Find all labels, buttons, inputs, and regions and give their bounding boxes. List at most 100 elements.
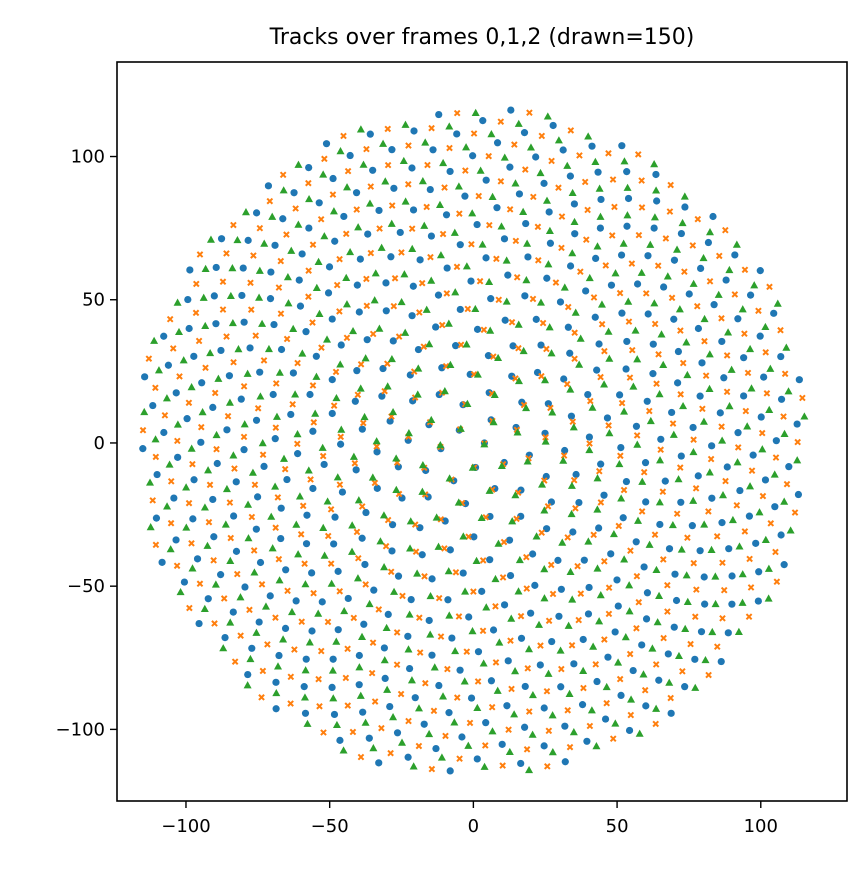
frame-0-point [267, 268, 275, 276]
frame-2-point [462, 262, 471, 270]
frame-1-point [689, 242, 697, 249]
frame-1-point [485, 152, 493, 160]
frame-1-point [305, 267, 312, 274]
frame-2-point [187, 383, 196, 391]
frame-0-point [384, 610, 392, 619]
frame-2-point [545, 323, 554, 331]
frame-1-point [219, 306, 227, 313]
frame-2-point [733, 458, 742, 466]
frame-2-point [323, 497, 332, 505]
frame-1-point [731, 291, 739, 298]
frame-1-point [202, 364, 209, 372]
frame-0-point [204, 595, 212, 603]
frame-2-point [679, 401, 688, 410]
frame-2-point [392, 485, 401, 493]
frame-2-point [665, 678, 674, 686]
frame-2-point [650, 299, 659, 307]
frame-1-point [489, 353, 497, 360]
frame-2-point [250, 568, 259, 576]
frame-1-point [635, 598, 643, 606]
frame-1-point [664, 581, 671, 589]
frame-0-point [465, 613, 473, 621]
frame-1-point [558, 665, 565, 673]
frame-2-point [508, 517, 517, 525]
frame-2-point [621, 633, 630, 641]
frame-2-point [255, 293, 264, 301]
frame-0-point [720, 374, 728, 382]
frame-1-point [605, 584, 613, 592]
frame-2-point [646, 416, 655, 425]
frame-2-point [535, 620, 544, 628]
frame-2-point [252, 628, 261, 636]
frame-2-point [439, 158, 448, 167]
frame-2-point [515, 555, 524, 564]
frame-0-point [670, 256, 679, 264]
frame-0-point [305, 224, 313, 232]
frame-0-point [185, 324, 193, 333]
frame-1-point [310, 589, 317, 597]
frame-1-point [772, 454, 780, 461]
frame-2-point [480, 440, 489, 448]
frame-2-point [274, 662, 283, 670]
frame-2-point [451, 288, 460, 296]
frame-1-point [567, 127, 575, 134]
frame-0-point [149, 401, 157, 410]
frame-0-point [718, 337, 726, 346]
frame-2-point [408, 244, 417, 252]
frame-2-point [377, 243, 386, 251]
frame-0-point [225, 372, 234, 380]
frame-1-point [560, 452, 568, 459]
frame-2-point [320, 551, 329, 559]
frame-2-point [724, 328, 733, 336]
frame-2-point [173, 298, 182, 306]
frame-0-point [443, 264, 451, 272]
frame-2-point [511, 179, 520, 187]
frame-2-point [482, 603, 491, 611]
frame-0-point [360, 620, 368, 628]
frame-0-point [540, 742, 548, 750]
frame-0-point [592, 254, 600, 262]
frame-1-point [166, 315, 174, 323]
frame-2-point [588, 403, 597, 411]
frame-0-point [409, 282, 417, 290]
frame-2-point [584, 132, 593, 140]
frame-0-point [386, 417, 394, 425]
frame-0-point [164, 361, 173, 369]
frame-2-point [436, 441, 445, 449]
frame-2-point [629, 382, 638, 390]
frame-0-point [277, 345, 286, 354]
frame-2-point [680, 192, 689, 200]
frame-1-point [577, 268, 584, 275]
frame-1-point [266, 197, 274, 205]
frame-1-point [799, 394, 806, 402]
frame-1-point [486, 221, 493, 229]
frame-0-point [340, 212, 348, 221]
frame-2-point [342, 300, 351, 308]
frame-2-point [432, 513, 441, 521]
frame-0-point [731, 251, 739, 259]
frame-2-point [600, 380, 609, 388]
frame-1-point [523, 746, 531, 753]
frame-2-point [332, 393, 341, 402]
frame-0-point [642, 615, 651, 623]
frame-1-point [301, 560, 308, 568]
frame-2-point [689, 496, 698, 504]
frame-2-point [387, 219, 396, 227]
frame-2-point [328, 666, 337, 674]
frame-2-point [314, 609, 323, 617]
frame-2-point [165, 460, 174, 468]
frame-0-point [529, 550, 537, 558]
frame-1-point [363, 145, 370, 153]
frame-2-point [383, 685, 392, 693]
frame-2-point [349, 326, 358, 335]
frame-2-point [793, 456, 802, 464]
frame-0-point [478, 587, 486, 595]
frame-2-point [303, 719, 312, 727]
frame-1-point [388, 202, 396, 209]
frame-0-point [405, 664, 414, 673]
frame-0-point [688, 522, 696, 530]
frame-0-point [543, 525, 551, 533]
frame-1-point [237, 632, 244, 639]
frame-2-point [375, 324, 384, 332]
